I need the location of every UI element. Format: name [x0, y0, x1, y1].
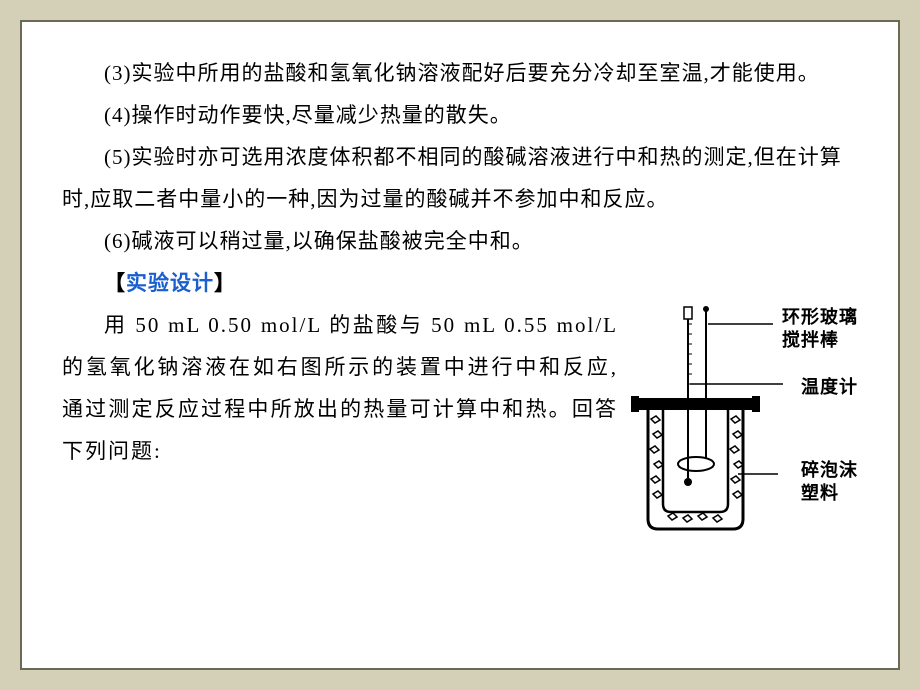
section-title: 【实验设计】: [62, 262, 858, 304]
apparatus-diagram: 环形玻璃 搅拌棒 温度计 碎泡沫 塑料: [628, 304, 858, 558]
paragraph-5: (5)实验时亦可选用浓度体积都不相同的酸碱溶液进行中和热的测定,但在计算时,应取…: [62, 136, 858, 220]
paragraph-4: (4)操作时动作要快,尽量减少热量的散失。: [62, 94, 858, 136]
main-text: (3)实验中所用的盐酸和氢氧化钠溶液配好后要充分冷却至室温,才能使用。 (4)操…: [62, 52, 858, 558]
label-stir-l2: 搅拌棒: [782, 330, 839, 350]
label-stir-rod: 环形玻璃 搅拌棒: [782, 306, 858, 353]
label-foam-l1: 碎泡沫: [801, 460, 858, 480]
label-foam: 碎泡沫 塑料: [801, 459, 858, 506]
slide-content-area: (3)实验中所用的盐酸和氢氧化钠溶液配好后要充分冷却至室温,才能使用。 (4)操…: [20, 20, 900, 670]
label-thermometer: 温度计: [801, 376, 858, 399]
bracket-close: 】: [214, 271, 236, 295]
experiment-text: 用 50 mL 0.50 mol/L 的盐酸与 50 mL 0.55 mol/L…: [62, 304, 618, 472]
paragraph-6: (6)碱液可以稍过量,以确保盐酸被完全中和。: [62, 220, 858, 262]
paragraph-3: (3)实验中所用的盐酸和氢氧化钠溶液配好后要充分冷却至室温,才能使用。: [62, 52, 858, 94]
label-stir-l1: 环形玻璃: [782, 307, 858, 327]
slide-outer-frame: (3)实验中所用的盐酸和氢氧化钠溶液配好后要充分冷却至室温,才能使用。 (4)操…: [0, 0, 920, 690]
experiment-row: 用 50 mL 0.50 mol/L 的盐酸与 50 mL 0.55 mol/L…: [62, 304, 858, 558]
label-foam-l2: 塑料: [801, 483, 839, 503]
title-text: 实验设计: [126, 271, 214, 295]
bracket-open: 【: [104, 271, 126, 295]
